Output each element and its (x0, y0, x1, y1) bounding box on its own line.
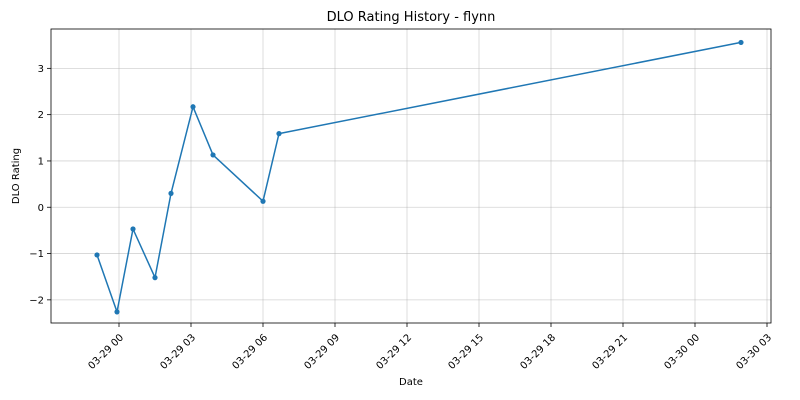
x-tick-label: 03-29 18 (518, 332, 558, 372)
data-point (168, 190, 174, 196)
x-tick-label: 03-29 09 (302, 332, 342, 372)
data-point (190, 104, 196, 110)
data-point (94, 252, 100, 258)
y-tick-label: −2 (29, 295, 44, 306)
data-point (210, 152, 216, 158)
x-tick-label: 03-30 03 (734, 332, 774, 372)
grid-lines (51, 29, 771, 323)
data-point (152, 275, 158, 281)
series-line (96, 41, 742, 313)
data-point (114, 309, 120, 315)
x-tick-label: 03-30 00 (662, 332, 702, 372)
data-point (260, 198, 266, 204)
y-tick-label: 3 (38, 64, 44, 75)
y-axis-label: DLO Rating (11, 148, 22, 204)
y-tick-label: 1 (38, 156, 44, 167)
y-tick-label: −1 (29, 249, 44, 260)
data-point (738, 39, 744, 46)
y-tick-label: 0 (38, 203, 44, 214)
data-point (130, 226, 136, 232)
x-tick-label: 03-29 03 (158, 332, 198, 372)
x-tick-label: 03-29 21 (590, 332, 630, 372)
x-tick-label: 03-29 15 (446, 332, 486, 372)
x-tick-label: 03-29 06 (230, 332, 270, 372)
series-layer (94, 39, 744, 315)
data-point (276, 131, 282, 137)
x-tick-label: 03-29 12 (374, 332, 414, 372)
plot-frame (50, 28, 772, 324)
x-axis-label: Date (399, 377, 423, 388)
x-tick-label: 03-29 00 (86, 332, 126, 372)
chart-title: DLO Rating History - flynn (327, 10, 496, 25)
y-tick-label: 2 (38, 110, 44, 121)
